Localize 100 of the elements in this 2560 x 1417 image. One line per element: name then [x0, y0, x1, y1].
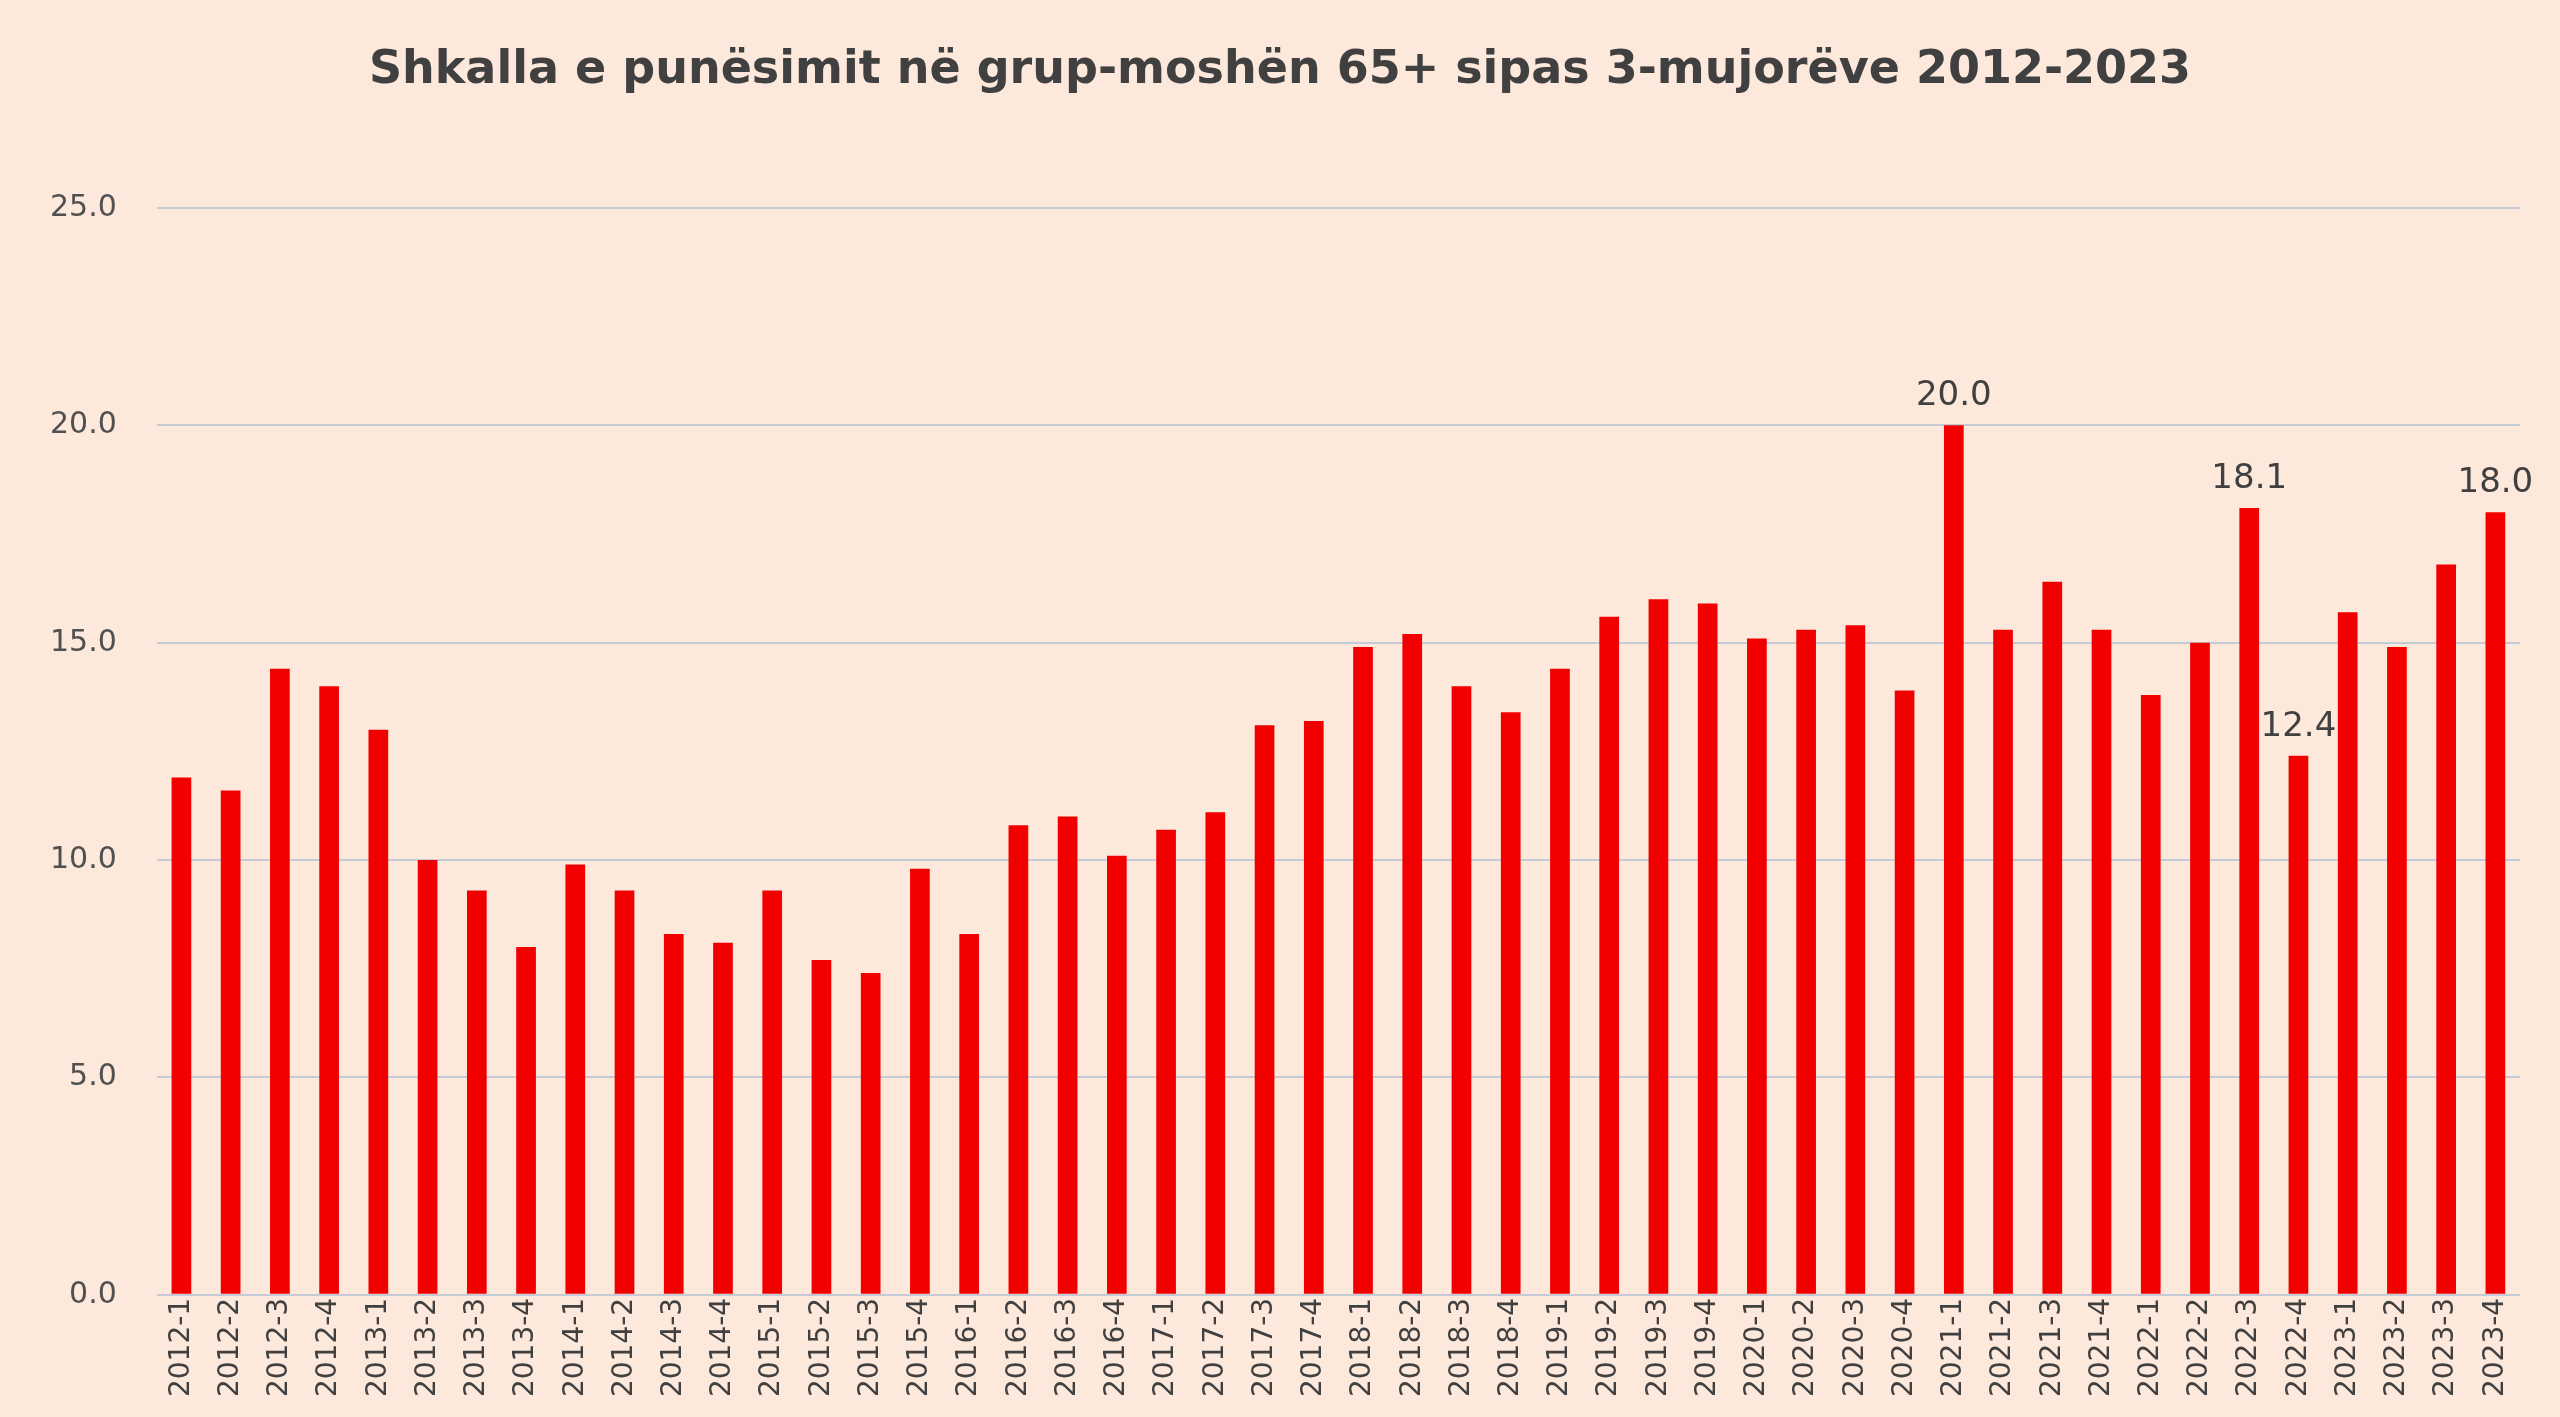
bar: [2091, 629, 2112, 1294]
x-tick-label: 2019-3: [1639, 1297, 1673, 1398]
bar: [2436, 564, 2456, 1294]
x-tick-label: 2019-2: [1590, 1297, 1624, 1398]
x-tick-label: 2012-2: [211, 1297, 245, 1398]
bar: [1451, 686, 1472, 1294]
bar: [2485, 512, 2506, 1294]
bar: [2288, 755, 2309, 1294]
bar: [220, 790, 241, 1294]
data-label: 20.0: [1915, 373, 1992, 414]
x-tick-label: 2014-3: [655, 1297, 689, 1398]
bar: [910, 868, 930, 1294]
x-tick-label: 2016-4: [1098, 1297, 1132, 1398]
y-tick-label: 15.0: [50, 622, 117, 658]
bar: [2387, 647, 2407, 1294]
bar: [2190, 642, 2210, 1294]
x-tick-label: 2017-1: [1147, 1297, 1181, 1398]
x-tick-label: 2012-4: [310, 1297, 344, 1398]
x-tick-label: 2013-3: [458, 1297, 492, 1398]
x-tick-label: 2015-2: [802, 1297, 836, 1398]
chart-title: Shkalla e punësimit në grup-moshën 65+ sipas 3-mujorëve 2012-2023: [367, 40, 2193, 94]
x-tick-label: 2016-1: [950, 1297, 984, 1398]
y-tick-label: 5.0: [69, 1057, 117, 1093]
x-tick-label: 2018-3: [1442, 1297, 1476, 1398]
x-tick-label: 2022-1: [2132, 1297, 2166, 1398]
data-label: 18.1: [2211, 455, 2288, 496]
x-tick-label: 2013-4: [507, 1297, 541, 1398]
bar: [1550, 668, 1570, 1294]
x-tick-label: 2022-2: [2181, 1297, 2215, 1398]
x-tick-label: 2020-1: [1738, 1297, 1772, 1398]
bar: [1500, 712, 1521, 1294]
bar: [713, 942, 733, 1294]
bar: [1845, 625, 1866, 1294]
bar: [319, 686, 339, 1294]
bar: [1353, 647, 1373, 1294]
bar: [1107, 855, 1127, 1294]
x-tick-label: 2012-1: [162, 1297, 196, 1398]
bar: [1008, 825, 1029, 1294]
bar: [1303, 720, 1324, 1294]
bar: [417, 860, 438, 1294]
bar: [959, 934, 979, 1294]
bar: [614, 890, 635, 1294]
x-tick-label: 2018-2: [1393, 1297, 1427, 1398]
x-tick-label: 2020-4: [1885, 1297, 1919, 1398]
y-tick-label: 0.0: [69, 1274, 117, 1310]
x-tick-label: 2014-1: [556, 1297, 590, 1398]
bar: [2140, 694, 2161, 1294]
x-tick-label: 2017-3: [1245, 1297, 1279, 1398]
x-tick-label: 2023-3: [2427, 1297, 2461, 1398]
bar: [2337, 612, 2358, 1294]
x-tick-label: 2012-3: [261, 1297, 295, 1398]
bar: [368, 729, 389, 1294]
bar: [1697, 603, 1718, 1294]
x-tick-label: 2019-1: [1541, 1297, 1575, 1398]
x-tick-label: 2018-4: [1492, 1297, 1525, 1398]
x-tick-label: 2015-3: [851, 1297, 885, 1398]
bar: [1943, 425, 1964, 1294]
x-tick-label: 2019-4: [1688, 1297, 1722, 1398]
y-tick-label: 25.0: [50, 187, 117, 223]
x-tick-label: 2023-1: [2328, 1297, 2362, 1398]
x-tick-label: 2013-1: [359, 1297, 393, 1398]
bar: [565, 864, 586, 1294]
y-tick-label: 20.0: [50, 405, 117, 441]
x-tick-label: 2020-2: [1787, 1297, 1821, 1398]
bar: [2042, 581, 2063, 1294]
x-tick-label: 2014-4: [704, 1297, 738, 1398]
x-tick-label: 2014-2: [605, 1297, 639, 1398]
x-tick-label: 2021-4: [2082, 1297, 2116, 1398]
x-tick-label: 2021-2: [1984, 1297, 2018, 1398]
x-tick-label: 2023-2: [2378, 1297, 2412, 1398]
x-tick-label: 2015-1: [753, 1297, 787, 1398]
x-tick-label: 2022-4: [2279, 1297, 2313, 1398]
x-tick-label: 2016-3: [1048, 1297, 1082, 1398]
bar: [2239, 507, 2260, 1294]
bar: [1599, 616, 1620, 1294]
x-tick-label: 2022-3: [2230, 1297, 2264, 1398]
x-tick-label: 2017-4: [1295, 1297, 1329, 1398]
x-tick-label: 2020-3: [1836, 1297, 1870, 1398]
bar: [663, 934, 684, 1294]
bar: [1402, 634, 1423, 1294]
bar: [1254, 725, 1275, 1294]
x-tick-label: 2023-4: [2476, 1297, 2510, 1398]
y-tick-label: 10.0: [50, 839, 117, 875]
bar: [1796, 629, 1816, 1294]
data-label: 18.0: [2457, 460, 2534, 501]
bar: [1205, 812, 1226, 1294]
data-label: 12.4: [2260, 703, 2337, 744]
x-tick-label: 2017-2: [1196, 1297, 1230, 1398]
bar: [466, 890, 487, 1294]
bar: [516, 947, 536, 1294]
bar: [762, 890, 783, 1294]
x-tick-label: 2021-3: [2033, 1297, 2067, 1398]
bar: [1648, 599, 1669, 1294]
bar: [1747, 638, 1767, 1294]
bar: [1993, 629, 2013, 1294]
bar: [860, 973, 881, 1294]
bar: [1894, 690, 1915, 1294]
x-tick-label: 2016-2: [999, 1297, 1033, 1398]
x-tick-label: 2021-1: [1935, 1297, 1969, 1398]
bar: [270, 668, 290, 1294]
